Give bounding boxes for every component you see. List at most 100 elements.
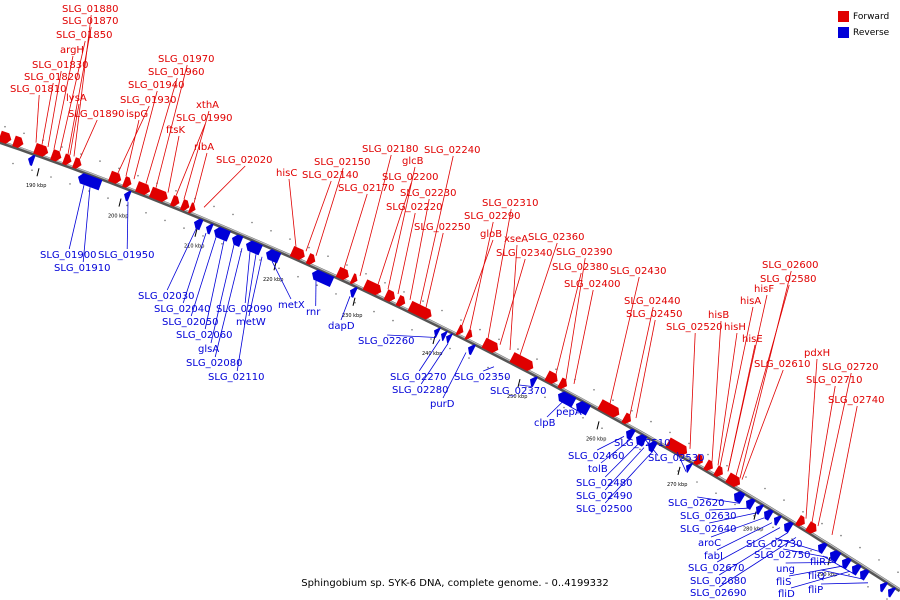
gene-label: SLG_02750 [754, 550, 810, 561]
gene-leader-line [735, 284, 790, 477]
gene-leader-line [343, 193, 368, 269]
reverse-gene-arrow [124, 190, 132, 202]
gene-leader-line [509, 244, 518, 351]
gene-leader-line [727, 294, 768, 472]
gene-leader-line [775, 537, 819, 552]
gene-leader-line [820, 569, 863, 580]
tick-label: 250 kbp [507, 394, 527, 400]
gene-leader-line [73, 14, 92, 157]
guide-dot [658, 459, 660, 461]
tick-mark [352, 297, 356, 306]
tick-label: 230 kbp [342, 313, 362, 319]
gene-label: SLG_02220 [386, 202, 442, 213]
forward-gene-arrow [395, 295, 406, 307]
gene-leader-line [419, 155, 454, 305]
gene-leader-line [387, 334, 437, 338]
gene-label: ung [776, 564, 795, 575]
forward-gene-arrow [557, 377, 568, 390]
guide-dot [354, 301, 356, 304]
guide-dot [707, 453, 709, 456]
guide-dot [4, 125, 6, 128]
gene-label: SLG_02390 [556, 247, 612, 258]
tick-marks: 190 kbp 200 kbp 210 kbp 220 kbp 230 kbp 240 k… [26, 168, 837, 578]
gene-leader-line [709, 512, 757, 524]
forward-gene-arrow [72, 157, 82, 169]
gene-label: gloB [480, 229, 502, 240]
reverse-gene-arrow [441, 330, 448, 342]
reverse-gene-arrow [312, 269, 335, 288]
forward-gene-arrow [148, 186, 168, 203]
gene-label: SLG_02370 [490, 386, 546, 397]
gene-leader-line [155, 64, 188, 188]
guide-dot [821, 522, 823, 525]
reverse-gene-arrow [626, 428, 636, 441]
guide-dot [544, 396, 546, 399]
gene-leader-line [717, 527, 781, 563]
legend: Forward Reverse [838, 11, 890, 38]
gene-label: glcB [402, 156, 424, 167]
guide-dot [696, 481, 698, 483]
tick-mark [194, 228, 198, 237]
guide-dot [726, 464, 728, 467]
guide-dot [289, 238, 291, 240]
gene-leader-line [359, 154, 392, 277]
gene-leader-line [785, 562, 837, 564]
gene-label: SLG_01930 [120, 95, 176, 106]
forward-gene-arrow [407, 300, 432, 320]
reverse-gene-arrow [529, 376, 538, 388]
gene-label: SLG_02430 [610, 266, 666, 277]
reverse-gene-arrow [859, 569, 870, 581]
gene-label: fliP [808, 585, 823, 596]
forward-gene-arrow [383, 289, 396, 302]
guide-dot [365, 273, 367, 275]
gene-leader-line [709, 507, 749, 511]
guide-dot [669, 431, 671, 434]
reverse-gene-arrow [755, 504, 764, 515]
guide-dot [145, 212, 147, 214]
gene-leader-line [204, 240, 225, 330]
reverse-gene-arrow [28, 154, 36, 166]
gene-label: SLG_02200 [382, 172, 438, 183]
gene-label: hisA [740, 296, 761, 307]
reverse-gene-arrow [829, 550, 842, 563]
gene-leader-line [689, 332, 696, 449]
gene-leader-line [47, 70, 62, 147]
gene-label: SLG_02150 [314, 157, 370, 168]
gene-label: metW [236, 317, 266, 328]
gene-label: SLG_02260 [358, 336, 414, 347]
gene-leader-line [193, 152, 208, 204]
guide-dot [468, 357, 470, 359]
guide-dot [688, 442, 690, 445]
gene-label: SLG_02310 [482, 198, 538, 209]
guide-dot [525, 386, 527, 389]
guide-dot [316, 284, 318, 287]
gene-leader-line [305, 180, 332, 252]
guide-dot [479, 328, 481, 331]
tick-label: 210 kbp [184, 244, 204, 250]
gene-label: SLG_02250 [414, 222, 470, 233]
guide-dot [384, 282, 386, 284]
gene-leader-line [604, 451, 653, 504]
tick-label: 200 kbp [108, 214, 128, 220]
gene-leader-line [811, 385, 836, 523]
gene-label: SLG_02400 [564, 279, 620, 290]
gene-label: SLG_02460 [568, 451, 624, 462]
guide-dot [137, 174, 139, 177]
forward-gene-arrow [62, 153, 72, 166]
gene-label: SLG_02530 [648, 453, 704, 464]
gene-leader-line [210, 244, 235, 344]
forward-gene-arrow [805, 521, 817, 534]
gene-leader-line [805, 358, 818, 519]
gene-leader-line [244, 251, 251, 304]
reverse-gene-arrow [433, 327, 441, 338]
gene-label: clpB [534, 418, 556, 429]
guide-dot [802, 511, 804, 513]
gene-leader-line [41, 82, 54, 145]
guide-dot [175, 190, 177, 192]
guide-dot [80, 153, 82, 155]
guide-dot [327, 255, 329, 257]
guide-dot [422, 300, 424, 302]
gene-label: pepA [556, 407, 582, 418]
gene-label: SLG_02180 [362, 144, 418, 155]
